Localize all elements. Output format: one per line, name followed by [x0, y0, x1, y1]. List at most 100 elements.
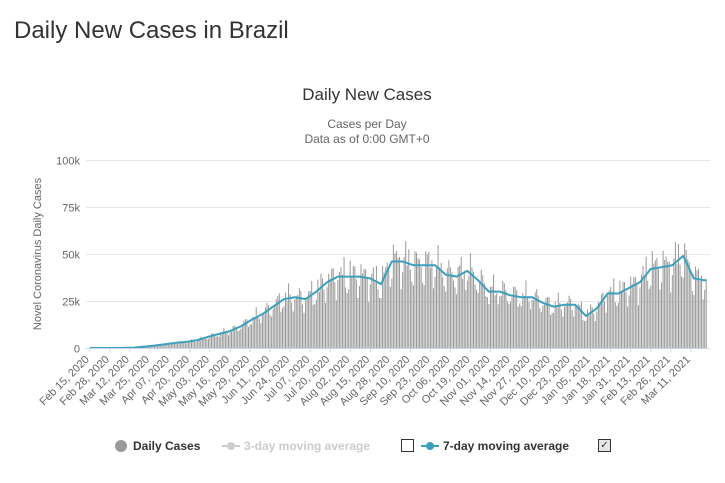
daily-cases-bar	[425, 251, 427, 348]
daily-cases-bar	[491, 286, 493, 348]
legend-item-daily-cases[interactable]: Daily Cases	[115, 434, 200, 458]
daily-cases-bar	[371, 273, 373, 348]
daily-cases-bar	[340, 267, 342, 348]
daily-cases-bar	[408, 249, 410, 348]
daily-cases-bar	[334, 282, 336, 348]
daily-cases-bar	[554, 301, 556, 348]
daily-cases-bar	[628, 295, 630, 348]
daily-cases-bar	[325, 303, 327, 348]
daily-cases-bar	[702, 299, 704, 348]
daily-cases-bar	[349, 260, 351, 348]
daily-cases-bar	[308, 291, 310, 348]
daily-cases-bar	[550, 314, 552, 348]
daily-cases-bar	[530, 309, 532, 348]
legend-line-marker-icon	[421, 440, 439, 452]
daily-cases-bar	[479, 281, 481, 348]
daily-cases-bar	[582, 320, 584, 348]
daily-cases-bar	[385, 267, 387, 348]
daily-cases-bar	[281, 308, 283, 348]
daily-cases-bar	[346, 293, 348, 348]
daily-cases-bar	[489, 286, 491, 348]
daily-cases-bar	[519, 303, 521, 348]
daily-cases-bar	[209, 336, 211, 348]
daily-cases-bar	[573, 316, 575, 348]
daily-cases-bar	[456, 294, 458, 348]
daily-cases-bar	[656, 258, 658, 348]
daily-cases-bar	[454, 287, 456, 348]
legend-item-7-day-average[interactable]: 7-day moving average	[421, 434, 569, 458]
daily-cases-bar	[328, 273, 330, 348]
daily-cases-bar	[533, 300, 535, 348]
daily-cases-bar	[197, 341, 199, 348]
daily-cases-bar	[517, 306, 519, 348]
daily-cases-bar	[667, 261, 669, 348]
daily-cases-bar	[671, 275, 673, 348]
daily-cases-bar	[223, 327, 225, 348]
daily-cases-bar	[583, 321, 585, 348]
daily-cases-bar	[540, 312, 542, 348]
daily-cases-bar	[613, 278, 615, 348]
daily-cases-bar	[342, 274, 344, 348]
daily-cases-bar	[580, 301, 582, 348]
daily-cases-bar	[482, 275, 484, 348]
daily-cases-bar	[570, 298, 572, 348]
daily-cases-bar	[500, 295, 502, 348]
daily-cases-bar	[200, 336, 202, 348]
daily-cases-bar	[679, 264, 681, 348]
daily-cases-bar	[190, 339, 192, 348]
daily-cases-bar	[152, 346, 154, 348]
daily-cases-bar	[634, 276, 636, 348]
daily-cases-bar	[254, 317, 256, 348]
daily-cases-bar	[201, 337, 203, 348]
daily-cases-bar	[161, 344, 163, 348]
daily-cases-bar	[400, 289, 402, 348]
daily-cases-bar	[471, 267, 473, 348]
daily-cases-bar	[502, 280, 504, 348]
daily-cases-bar	[237, 330, 239, 348]
daily-cases-bar	[443, 286, 445, 348]
daily-cases-bar	[194, 340, 196, 348]
daily-cases-bar	[560, 309, 562, 348]
daily-cases-bar	[355, 279, 357, 348]
daily-cases-bar	[227, 335, 229, 348]
daily-cases-bar	[360, 264, 362, 348]
grid-lines	[86, 160, 710, 302]
daily-cases-bar	[496, 293, 498, 348]
daily-cases-bar	[539, 308, 541, 348]
daily-cases-bar	[295, 295, 297, 348]
daily-cases-bar	[274, 306, 276, 348]
daily-cases-bar	[662, 250, 664, 348]
legend-item-3-day-average[interactable]: 3-day moving average	[222, 434, 370, 458]
daily-cases-bar	[696, 270, 698, 348]
daily-cases-bar	[622, 281, 624, 348]
daily-cases-bar	[469, 253, 471, 348]
daily-cases-bar	[483, 283, 485, 348]
daily-cases-bar	[186, 343, 188, 348]
daily-cases-bar	[641, 274, 643, 348]
daily-cases-bar	[653, 263, 655, 348]
daily-cases-bar	[198, 340, 200, 348]
daily-cases-bar	[485, 296, 487, 348]
daily-cases-bar	[374, 282, 376, 348]
daily-cases-bar	[563, 306, 565, 348]
daily-cases-bar	[699, 280, 701, 348]
daily-cases-bar	[585, 320, 587, 348]
toggle-7-day-average-checkbox[interactable]: ✓	[598, 439, 611, 452]
daily-cases-bar	[486, 297, 488, 348]
toggle-3-day-average-checkbox[interactable]	[401, 439, 414, 452]
daily-cases-bar	[620, 292, 622, 348]
daily-cases-bar	[506, 301, 508, 348]
legend-label-daily-cases: Daily Cases	[133, 439, 201, 453]
daily-cases-bar	[690, 273, 692, 348]
daily-cases-bar	[698, 268, 700, 348]
daily-cases-bar	[448, 260, 450, 348]
daily-cases-bar	[402, 272, 404, 348]
daily-cases-bar	[204, 338, 206, 348]
daily-cases-bar	[178, 341, 180, 348]
daily-cases-bar	[619, 280, 621, 348]
daily-cases-bar	[434, 276, 436, 348]
daily-cases-bar	[335, 300, 337, 348]
daily-cases-bar	[309, 290, 311, 348]
daily-cases-bar	[645, 256, 647, 348]
